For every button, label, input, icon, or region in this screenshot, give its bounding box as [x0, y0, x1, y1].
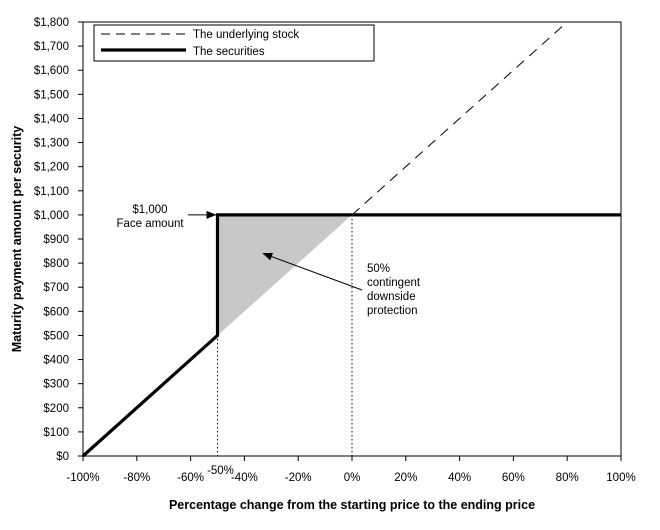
legend: The underlying stock The securities — [93, 24, 375, 62]
x-tick-label: 80% — [556, 472, 579, 484]
x-tick-label: 20% — [394, 472, 417, 484]
x-tick-label: -20% — [285, 472, 312, 484]
annotation-protection-text: downside — [367, 291, 416, 303]
reference-line-label: -50% — [207, 465, 234, 477]
annotation-face-amount-text: $1,000 — [132, 204, 167, 216]
y-tick-label: $500 — [43, 330, 69, 342]
y-tick-label: $1,100 — [34, 186, 69, 198]
series-layer — [81, 21, 621, 458]
x-tick-label: -100% — [66, 472, 99, 484]
y-axis-title: Maturity payment amount per security — [10, 126, 24, 352]
annotation-protection-arrow — [262, 252, 363, 291]
x-tick-label: 40% — [448, 472, 471, 484]
y-tick-label: $1,800 — [34, 17, 69, 29]
y-tick-label: $1,400 — [34, 113, 69, 125]
legend-box — [93, 24, 375, 62]
y-tick-label: $600 — [43, 306, 69, 318]
annotation-protection-text: protection — [367, 305, 418, 317]
series-line-underlying-stock — [351, 21, 568, 216]
x-axis-title: Percentage change from the starting pric… — [169, 498, 535, 512]
y-tick-label: $1,700 — [34, 41, 69, 53]
y-tick-label: $800 — [43, 258, 69, 270]
y-tick-label: $200 — [43, 403, 69, 415]
x-tick-label: 100% — [606, 472, 635, 484]
x-tick-label: 0% — [344, 472, 361, 484]
annotation-protection-text: contingent — [367, 277, 421, 289]
legend-label-securities: The securities — [193, 46, 265, 58]
y-tick-label: $400 — [43, 355, 69, 367]
protection-region-layer — [217, 214, 352, 336]
y-tick-label: $1,000 — [34, 210, 69, 222]
x-axis-ticks: -100% -80% -60% -40% -20% 0% 20% 40% 60% 80% 100% — [66, 456, 636, 484]
annotation-protection-text: 50% — [367, 263, 390, 275]
series-line-securities — [81, 213, 621, 458]
y-tick-label: $1,500 — [34, 89, 69, 101]
y-tick-label: $0 — [56, 451, 69, 463]
y-tick-label: $700 — [43, 282, 69, 294]
annotation-face-amount-text: Face amount — [116, 218, 184, 230]
y-tick-label: $300 — [43, 379, 69, 391]
x-tick-label: -60% — [177, 472, 204, 484]
y-tick-label: $1,300 — [34, 138, 69, 150]
annotations-layer: $1,000 Face amount 50% contingent downside pr… — [116, 204, 420, 317]
y-tick-label: $900 — [43, 234, 69, 246]
y-tick-label: $1,600 — [34, 65, 69, 77]
y-axis-ticks: $0 $100 $200 $300 $400 $500 $600 $700 $800 $900 $1… — [34, 17, 83, 463]
y-tick-label: $100 — [43, 427, 69, 439]
x-tick-label: -40% — [231, 472, 258, 484]
x-tick-label: 60% — [502, 472, 525, 484]
protection-region — [217, 214, 352, 336]
x-tick-label: -80% — [123, 472, 150, 484]
legend-label-underlying-stock: The underlying stock — [193, 29, 299, 41]
y-tick-label: $1,200 — [34, 162, 69, 174]
